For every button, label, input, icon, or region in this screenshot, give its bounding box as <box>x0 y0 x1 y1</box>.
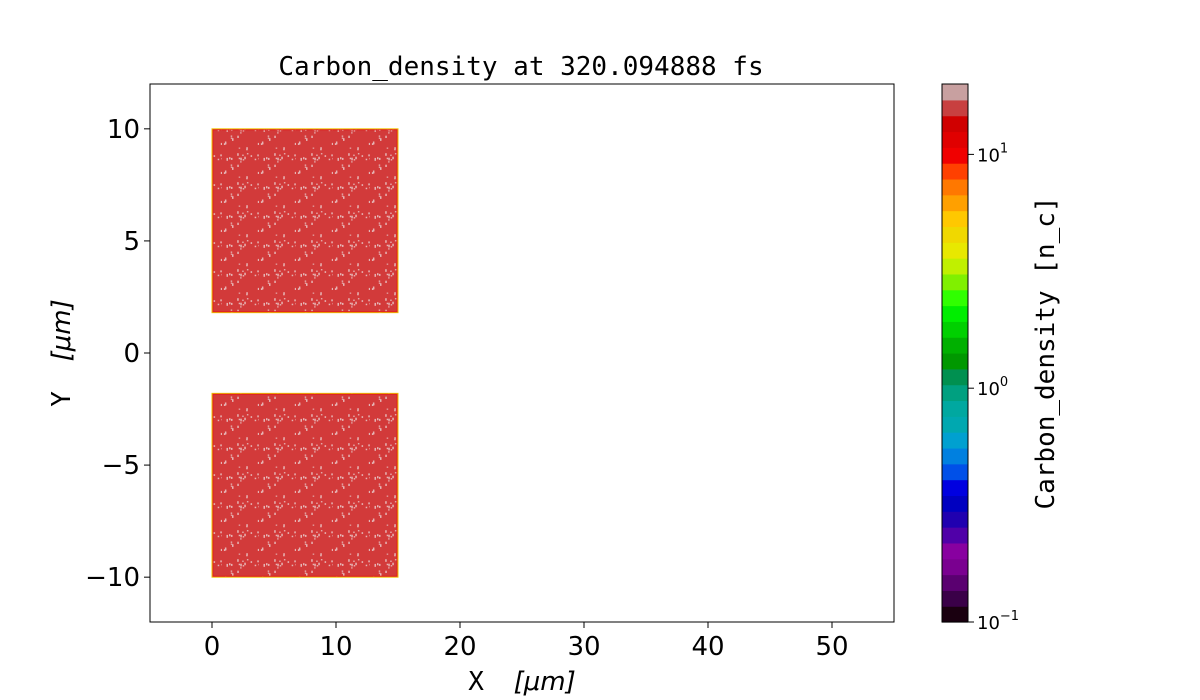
y-tick-label: −5 <box>102 451 140 481</box>
colorbar-cell <box>942 432 968 449</box>
colorbar-label-unit: [n_c] <box>1031 196 1061 274</box>
colorbar-cell <box>942 289 968 307</box>
x-axis-label: X [μm] <box>468 667 575 697</box>
colorbar-cell <box>942 115 968 133</box>
colorbar-cell <box>942 226 968 243</box>
colorbar-cell <box>942 163 968 180</box>
density-region-2 <box>211 392 399 578</box>
colorbar-cell <box>942 558 968 576</box>
x-axis-ticks: 0 10 20 30 40 50 <box>204 622 849 662</box>
y-axis-label: Y [μm] <box>47 299 77 406</box>
density-region-edge-1 <box>212 129 398 313</box>
colorbar-cell <box>942 305 968 322</box>
colorbar-tick-label: 101 <box>977 141 1008 166</box>
colorbar-cell <box>942 416 968 433</box>
colorbar-cell <box>942 400 968 417</box>
y-axis-ticks: 10 5 0 −5 −10 <box>85 115 150 593</box>
colorbar-cell <box>942 131 968 148</box>
y-axis-label-unit: [μm] <box>47 299 77 361</box>
colorbar-cell <box>942 353 968 370</box>
x-tick-label: 50 <box>815 632 848 662</box>
y-tick-label: −10 <box>85 563 140 593</box>
colorbar-cell <box>942 479 968 497</box>
colorbar-label: Carbon_density [n_c] <box>1031 196 1061 509</box>
chart-title: Carbon_density at 320.094888 fs <box>278 52 763 82</box>
y-tick-label: 10 <box>107 115 140 145</box>
colorbar-cell <box>942 384 968 402</box>
y-tick-label: 5 <box>123 227 140 257</box>
colorbar-ticks: 10−1 100 101 <box>968 141 1019 634</box>
colorbar-cell <box>942 178 968 196</box>
density-regions <box>211 128 399 578</box>
colorbar-cell <box>942 321 968 338</box>
colorbar-label-text: Carbon_density <box>1031 290 1061 509</box>
x-axis-label-unit: [μm] <box>514 667 576 697</box>
x-tick-label: 10 <box>319 632 352 662</box>
colorbar-cell <box>942 368 968 386</box>
x-tick-label: 30 <box>567 632 600 662</box>
colorbar-cell <box>942 194 968 212</box>
y-axis-label-text: Y <box>47 391 77 407</box>
x-axis-label-text: X <box>468 667 484 697</box>
y-tick-label: 0 <box>123 339 140 369</box>
colorbar-cell <box>942 337 968 354</box>
x-tick-label: 20 <box>443 632 476 662</box>
colorbar-tick-label: 100 <box>977 375 1008 400</box>
colorbar-cell <box>942 99 968 117</box>
colorbar-cell <box>942 495 968 512</box>
colorbar-cell <box>942 84 968 101</box>
colorbar-cell <box>942 542 968 560</box>
colorbar-cell <box>942 574 968 591</box>
colorbar-cell <box>942 147 968 164</box>
colorbar-cell <box>942 258 968 275</box>
colorbar-frame <box>941 83 969 623</box>
x-tick-label: 0 <box>204 632 221 662</box>
colorbar-cell <box>942 511 968 528</box>
colorbar-cell <box>942 463 968 481</box>
colorbar-cell <box>942 273 968 291</box>
colorbar-cell <box>942 590 968 607</box>
density-region-edge-2 <box>212 393 398 577</box>
colorbar-tick-label: 10−1 <box>977 609 1019 634</box>
colorbar-cell <box>942 527 968 544</box>
colorbar-cell <box>942 606 968 623</box>
colorbar-cells <box>942 84 968 623</box>
colorbar-cell <box>942 447 968 465</box>
density-region-1 <box>211 128 399 314</box>
colorbar: 10−1 100 101 <box>941 83 1019 634</box>
colorbar-cell <box>942 242 968 259</box>
colorbar-cell <box>942 210 968 228</box>
x-tick-label: 40 <box>691 632 724 662</box>
